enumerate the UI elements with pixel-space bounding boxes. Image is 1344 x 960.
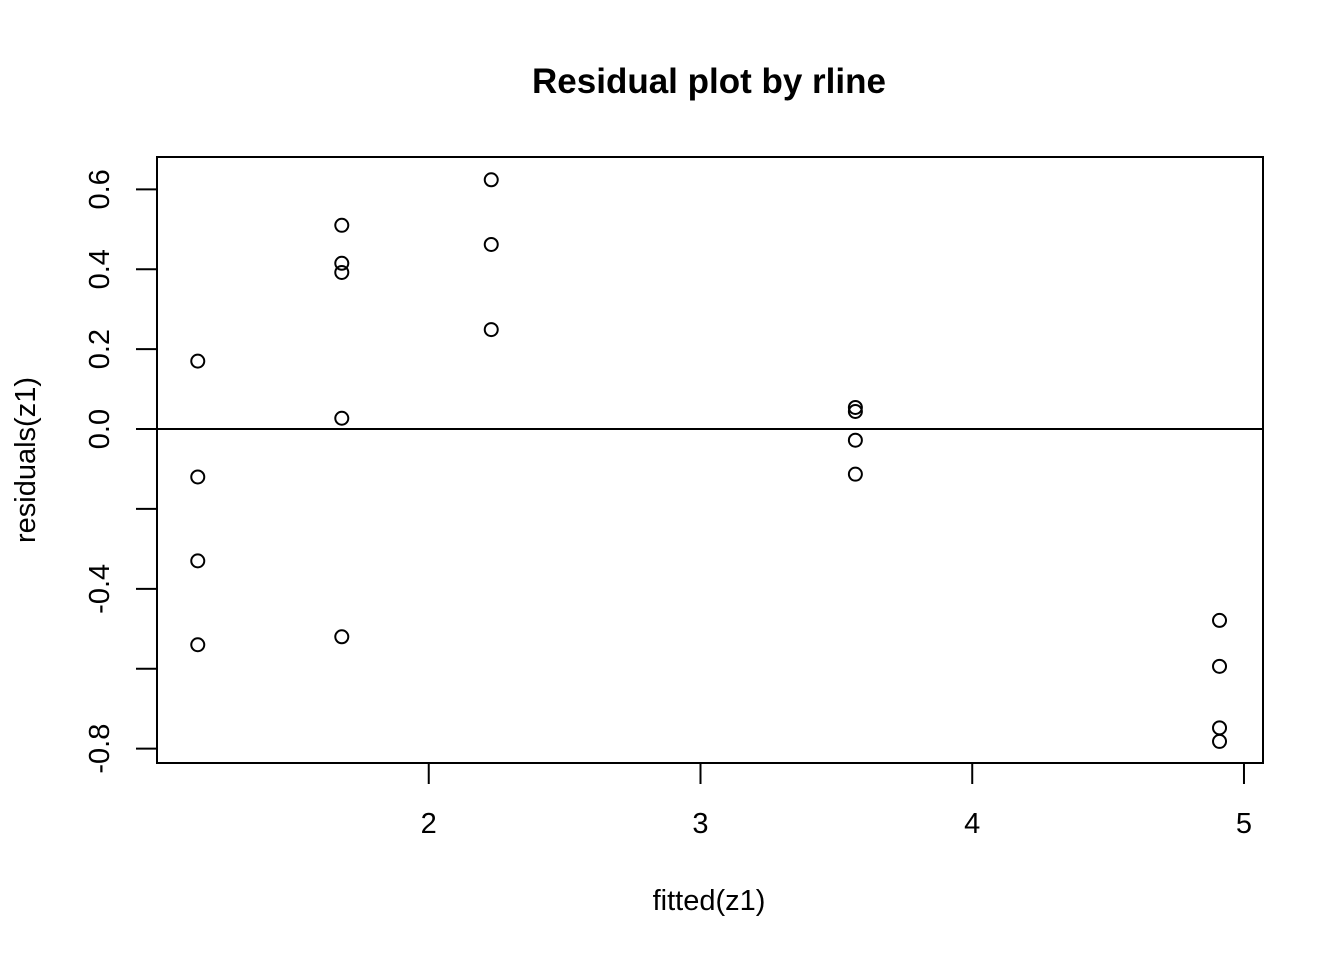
data-point (847, 403, 863, 419)
y-tick-label: 0.2 (84, 329, 116, 369)
data-point (334, 264, 350, 280)
x-tick-label: 5 (1236, 808, 1252, 840)
data-point (190, 353, 206, 369)
data-point (334, 217, 350, 233)
x-tick-label: 4 (964, 808, 980, 840)
data-point (334, 255, 350, 271)
data-point (1212, 612, 1228, 628)
data-point (847, 466, 863, 482)
data-point (483, 236, 499, 252)
x-axis-label: fitted(z1) (653, 885, 766, 917)
x-tick-label: 2 (421, 808, 437, 840)
chart-title: Residual plot by rline (532, 62, 886, 101)
data-point (190, 553, 206, 569)
data-point (334, 629, 350, 645)
data-point (190, 469, 206, 485)
data-point (483, 322, 499, 338)
data-point (1212, 733, 1228, 749)
y-tick-label: -0.4 (84, 564, 116, 614)
data-point (1212, 658, 1228, 674)
y-axis: -0.8 -0.4 0.0 0.2 0.4 0.6 (84, 169, 158, 774)
data-point (190, 637, 206, 653)
x-axis: 2 3 4 5 (421, 762, 1252, 840)
data-point (334, 410, 350, 426)
y-tick-label: 0.4 (84, 249, 116, 289)
data-point (847, 432, 863, 448)
y-tick-label: 0.6 (84, 169, 116, 209)
y-tick-label: -0.8 (84, 724, 116, 774)
x-tick-label: 3 (692, 808, 708, 840)
data-point (1212, 720, 1228, 736)
y-tick-label: 0.0 (84, 409, 116, 449)
data-point (847, 399, 863, 415)
data-point (483, 172, 499, 188)
y-axis-label: residuals(z1) (10, 377, 42, 543)
plot-frame (156, 156, 1264, 764)
points-group (190, 172, 1228, 749)
